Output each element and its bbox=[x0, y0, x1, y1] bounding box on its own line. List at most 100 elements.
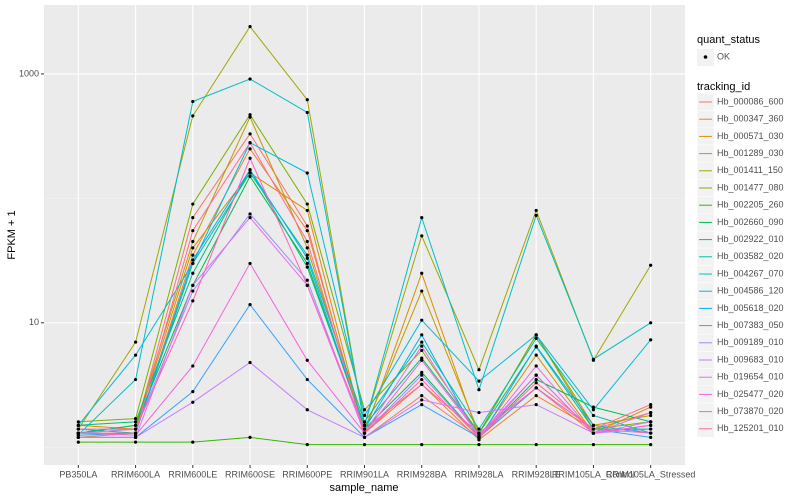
data-point bbox=[591, 357, 596, 361]
data-point bbox=[420, 403, 424, 407]
data-point bbox=[477, 410, 481, 415]
legend-label: Hb_125201_010 bbox=[717, 423, 784, 433]
y-tick-label: 10 bbox=[29, 317, 39, 327]
legend-marker bbox=[703, 55, 708, 59]
data-point bbox=[305, 253, 309, 257]
data-point bbox=[534, 373, 538, 377]
data-point bbox=[76, 420, 80, 424]
data-point bbox=[191, 216, 195, 220]
data-point bbox=[477, 388, 481, 392]
data-point bbox=[133, 440, 138, 444]
data-point bbox=[305, 265, 309, 269]
legend-label: Hb_009189_010 bbox=[717, 337, 784, 347]
data-point bbox=[649, 431, 653, 435]
data-point bbox=[477, 438, 481, 442]
data-point bbox=[133, 416, 138, 421]
data-point bbox=[305, 278, 309, 282]
x-tick-label: RRIM928BA bbox=[397, 469, 447, 479]
data-point bbox=[191, 261, 195, 266]
data-point bbox=[534, 208, 538, 213]
data-point bbox=[305, 171, 309, 175]
data-point bbox=[420, 289, 424, 293]
data-point bbox=[133, 435, 138, 439]
data-point bbox=[477, 435, 481, 439]
data-point bbox=[420, 271, 424, 275]
data-point bbox=[591, 431, 596, 435]
data-point bbox=[649, 435, 653, 439]
data-point bbox=[191, 239, 195, 244]
legend-label: Hb_007383_050 bbox=[717, 320, 784, 330]
data-point bbox=[305, 256, 309, 260]
data-point bbox=[133, 377, 138, 382]
data-point bbox=[649, 410, 653, 415]
data-point bbox=[420, 370, 424, 374]
data-point bbox=[191, 440, 195, 444]
data-point bbox=[248, 132, 252, 136]
data-point bbox=[362, 427, 367, 431]
x-tick-label: RRIM928LA bbox=[454, 469, 503, 479]
x-tick-label: RRIM928LE bbox=[512, 469, 561, 479]
data-point bbox=[305, 224, 309, 228]
legend-label: Hb_004586_120 bbox=[717, 286, 784, 296]
data-point bbox=[248, 113, 252, 117]
data-point bbox=[133, 340, 138, 344]
legend-label: Hb_001289_030 bbox=[717, 148, 784, 158]
data-point bbox=[534, 381, 538, 385]
data-point bbox=[534, 364, 538, 368]
data-point bbox=[591, 443, 596, 447]
data-point bbox=[362, 413, 367, 418]
data-point bbox=[591, 413, 596, 418]
data-point bbox=[477, 379, 481, 383]
data-point bbox=[248, 303, 252, 307]
data-point bbox=[591, 427, 596, 431]
data-point bbox=[305, 377, 309, 382]
legend-label: Hb_025477_020 bbox=[717, 389, 784, 399]
data-point bbox=[420, 216, 424, 220]
x-tick-label: PB350LA bbox=[59, 469, 97, 479]
data-point bbox=[191, 229, 195, 233]
data-point bbox=[534, 386, 538, 390]
data-point bbox=[191, 299, 195, 303]
data-point bbox=[248, 174, 252, 179]
data-point bbox=[534, 443, 538, 447]
data-point bbox=[191, 202, 195, 206]
data-point bbox=[420, 234, 424, 238]
data-point bbox=[305, 98, 309, 102]
x-tick-label: RRIM105LA_Stressed bbox=[606, 469, 696, 479]
x-tick-label: RRIM600LE bbox=[168, 469, 217, 479]
data-point bbox=[477, 443, 481, 447]
data-point bbox=[191, 390, 195, 394]
data-point bbox=[649, 423, 653, 427]
data-point bbox=[420, 394, 424, 398]
data-point bbox=[248, 115, 252, 119]
data-point bbox=[248, 435, 252, 439]
data-point bbox=[248, 147, 252, 151]
data-point bbox=[133, 420, 138, 424]
data-point bbox=[649, 413, 653, 418]
data-point bbox=[191, 253, 195, 257]
data-point bbox=[133, 431, 138, 435]
data-point bbox=[649, 420, 653, 424]
data-point bbox=[305, 110, 309, 115]
legend-label: Hb_019654_010 bbox=[717, 372, 784, 382]
legend-label: Hb_000347_360 bbox=[717, 114, 784, 124]
data-point bbox=[420, 340, 424, 344]
data-point bbox=[305, 408, 309, 412]
data-point bbox=[191, 246, 195, 250]
data-point bbox=[248, 360, 252, 365]
data-point bbox=[248, 261, 252, 266]
data-point bbox=[534, 213, 538, 217]
legend-title: tracking_id bbox=[697, 81, 750, 93]
data-point bbox=[420, 398, 424, 402]
legend-label: Hb_004267_070 bbox=[717, 268, 784, 278]
y-axis-title: FPKM + 1 bbox=[6, 210, 18, 259]
data-point bbox=[76, 435, 80, 439]
data-point bbox=[248, 156, 252, 160]
legend-title: quant_status bbox=[697, 34, 760, 46]
data-point bbox=[133, 427, 138, 431]
data-point bbox=[420, 333, 424, 337]
data-point bbox=[362, 420, 367, 424]
legend-label: Hb_009683_010 bbox=[717, 354, 784, 364]
data-point bbox=[305, 202, 309, 206]
data-point bbox=[649, 263, 653, 267]
